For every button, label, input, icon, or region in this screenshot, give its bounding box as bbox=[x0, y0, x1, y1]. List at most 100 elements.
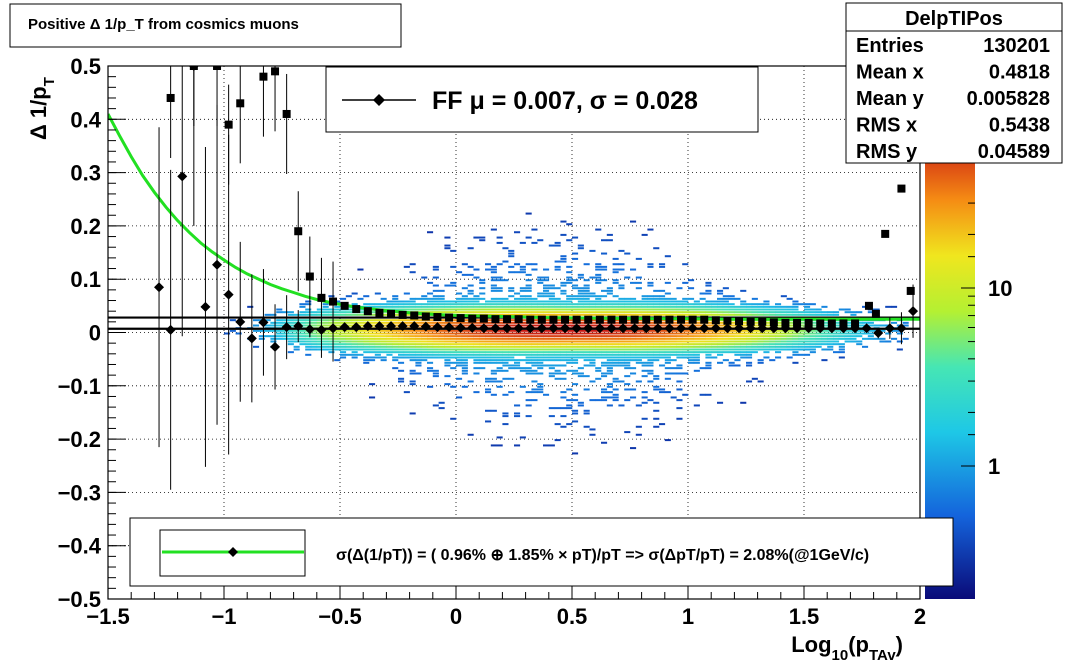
heatmap-cell bbox=[363, 340, 370, 343]
heatmap-cell bbox=[461, 324, 468, 327]
heatmap-cell bbox=[421, 303, 428, 306]
heatmap-cell bbox=[461, 321, 468, 324]
heatmap-cell bbox=[374, 305, 381, 308]
heatmap-cell bbox=[740, 289, 747, 292]
heatmap-cell bbox=[554, 364, 561, 367]
heatmap-cell bbox=[490, 377, 497, 380]
heatmap-cell bbox=[635, 321, 642, 324]
heatmap-cell bbox=[809, 311, 816, 314]
heatmap-cell bbox=[380, 348, 387, 351]
heatmap-cell bbox=[780, 340, 787, 343]
heatmap-cell bbox=[572, 353, 579, 356]
heatmap-cell bbox=[659, 388, 666, 391]
mean-point bbox=[281, 322, 292, 333]
heatmap-cell bbox=[467, 300, 474, 303]
heatmap-cell bbox=[809, 340, 816, 343]
heatmap-cell bbox=[328, 319, 335, 322]
heatmap-cell bbox=[380, 313, 387, 316]
heatmap-cell bbox=[415, 372, 422, 375]
heatmap-cell bbox=[722, 348, 729, 351]
heatmap-cell bbox=[775, 351, 782, 354]
heatmap-cell bbox=[589, 249, 596, 252]
heatmap-cell bbox=[456, 377, 463, 380]
heatmap-cell bbox=[763, 303, 770, 306]
heatmap-cell bbox=[456, 343, 463, 346]
heatmap-cell bbox=[340, 319, 347, 322]
heatmap-cell bbox=[595, 311, 602, 314]
heatmap-cell bbox=[699, 332, 706, 335]
heatmap-cell bbox=[299, 303, 306, 306]
heatmap-cell bbox=[525, 367, 532, 370]
heatmap-cell bbox=[525, 335, 532, 338]
heatmap-cell bbox=[624, 252, 631, 255]
heatmap-cell bbox=[519, 289, 526, 292]
heatmap-cell bbox=[566, 295, 573, 298]
heatmap-cell bbox=[676, 345, 683, 348]
stats-row-value: 0.5438 bbox=[989, 115, 1050, 137]
heatmap-cell bbox=[856, 321, 863, 324]
heatmap-cell bbox=[560, 348, 567, 351]
heatmap-cell bbox=[409, 383, 416, 386]
heatmap-cell bbox=[601, 351, 608, 354]
heatmap-cell bbox=[635, 300, 642, 303]
heatmap-cell bbox=[519, 343, 526, 346]
heatmap-cell bbox=[705, 353, 712, 356]
heatmap-cell bbox=[421, 329, 428, 332]
heatmap-cell bbox=[583, 409, 590, 412]
mean-point bbox=[652, 323, 663, 334]
heatmap-cell bbox=[403, 321, 410, 324]
sigma-point bbox=[352, 305, 361, 314]
heatmap-cell bbox=[305, 319, 312, 322]
stats-box bbox=[845, 2, 1063, 164]
heatmap-cell bbox=[647, 348, 654, 351]
heatmap-cell bbox=[688, 311, 695, 314]
heatmap-cell bbox=[444, 247, 451, 250]
heatmap-cell bbox=[334, 319, 341, 322]
stats-name: DelpTIPos bbox=[905, 8, 1003, 30]
heatmap-cell bbox=[409, 412, 416, 415]
heatmap-cell bbox=[856, 332, 863, 335]
heatmap-cell bbox=[688, 340, 695, 343]
heatmap-cell bbox=[583, 356, 590, 359]
heatmap-cell bbox=[647, 303, 654, 306]
heatmap-cell bbox=[595, 308, 602, 311]
heatmap-cell bbox=[595, 295, 602, 298]
heatmap-cell bbox=[589, 329, 596, 332]
heatmap-cell bbox=[659, 337, 666, 340]
heatmap-cell bbox=[809, 303, 816, 306]
heatmap-cell bbox=[467, 356, 474, 359]
sigma-point bbox=[537, 315, 546, 324]
heatmap-cell bbox=[786, 343, 793, 346]
heatmap-cell bbox=[351, 348, 358, 351]
heatmap-cell bbox=[427, 297, 434, 300]
heatmap-cell bbox=[740, 340, 747, 343]
heatmap-cell bbox=[467, 337, 474, 340]
heatmap-cell bbox=[363, 329, 370, 332]
heatmap-cell bbox=[566, 345, 573, 348]
heatmap-cell bbox=[554, 372, 561, 375]
heatmap-cell bbox=[699, 367, 706, 370]
heatmap-cell bbox=[641, 356, 648, 359]
heatmap-cell bbox=[833, 329, 840, 332]
heatmap-cell bbox=[693, 351, 700, 354]
heatmap-cell bbox=[415, 297, 422, 300]
heatmap-cell bbox=[421, 276, 428, 279]
heatmap-cell bbox=[566, 407, 573, 410]
heatmap-cell bbox=[461, 295, 468, 298]
heatmap-cell bbox=[630, 332, 637, 335]
heatmap-cell bbox=[398, 303, 405, 306]
heatmap-cell bbox=[548, 364, 555, 367]
heatmap-cell bbox=[624, 348, 631, 351]
heatmap-cell bbox=[670, 348, 677, 351]
heatmap-cell bbox=[798, 324, 805, 327]
heatmap-cell bbox=[583, 295, 590, 298]
heatmap-cell bbox=[630, 335, 637, 338]
heatmap-cell bbox=[699, 337, 706, 340]
heatmap-cell bbox=[606, 367, 613, 370]
heatmap-cell bbox=[479, 279, 486, 282]
heatmap-cell bbox=[641, 305, 648, 308]
heatmap-cell bbox=[473, 308, 480, 311]
heatmap-cell bbox=[450, 351, 457, 354]
heatmap-cell bbox=[403, 303, 410, 306]
heatmap-cell bbox=[711, 308, 718, 311]
